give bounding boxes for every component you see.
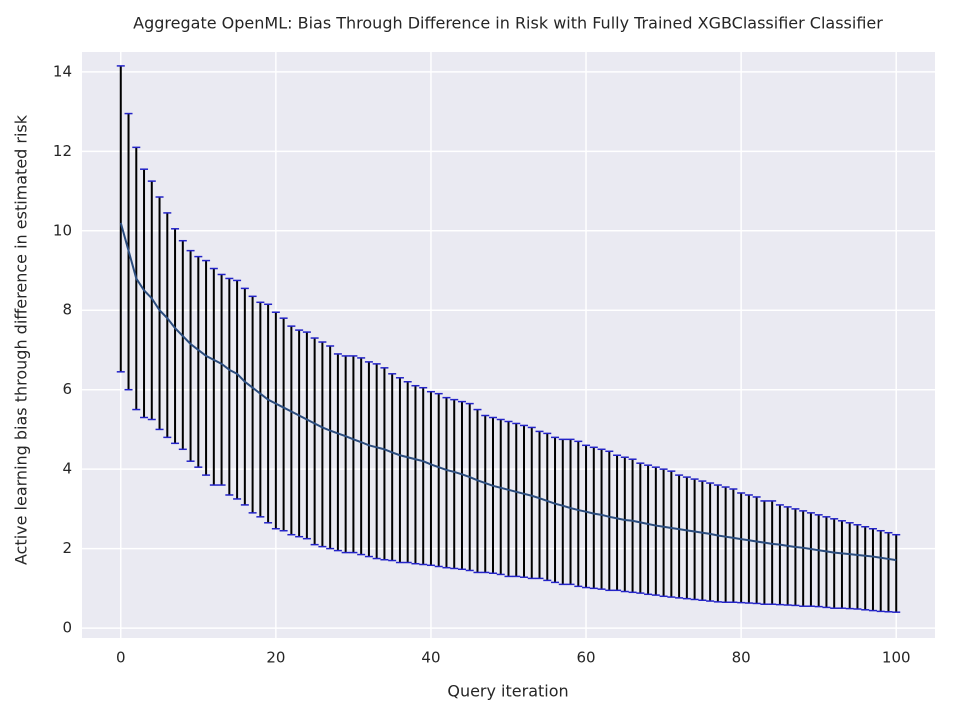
y-tick-label: 2	[62, 539, 72, 557]
x-axis-label: Query iteration	[447, 682, 568, 701]
chart-title: Aggregate OpenML: Bias Through Differenc…	[133, 14, 883, 33]
mean-line	[119, 222, 897, 562]
x-tick-label: 0	[116, 649, 126, 667]
y-tick-label: 14	[53, 62, 72, 80]
y-tick-label: 8	[62, 301, 72, 319]
x-tick-label: 80	[732, 649, 751, 667]
y-tick-label: 12	[53, 142, 72, 160]
y-tick-label: 10	[53, 221, 72, 239]
y-tick-label: 6	[62, 380, 72, 398]
y-tick-label: 0	[62, 619, 72, 637]
x-tick-label: 100	[882, 649, 911, 667]
y-axis-label: Active learning bias through difference …	[12, 114, 31, 565]
marks	[116, 65, 901, 613]
y-tick-label: 4	[62, 460, 72, 478]
x-tick-label: 60	[576, 649, 595, 667]
x-tick-label: 20	[266, 649, 285, 667]
x-tick-label: 40	[421, 649, 440, 667]
